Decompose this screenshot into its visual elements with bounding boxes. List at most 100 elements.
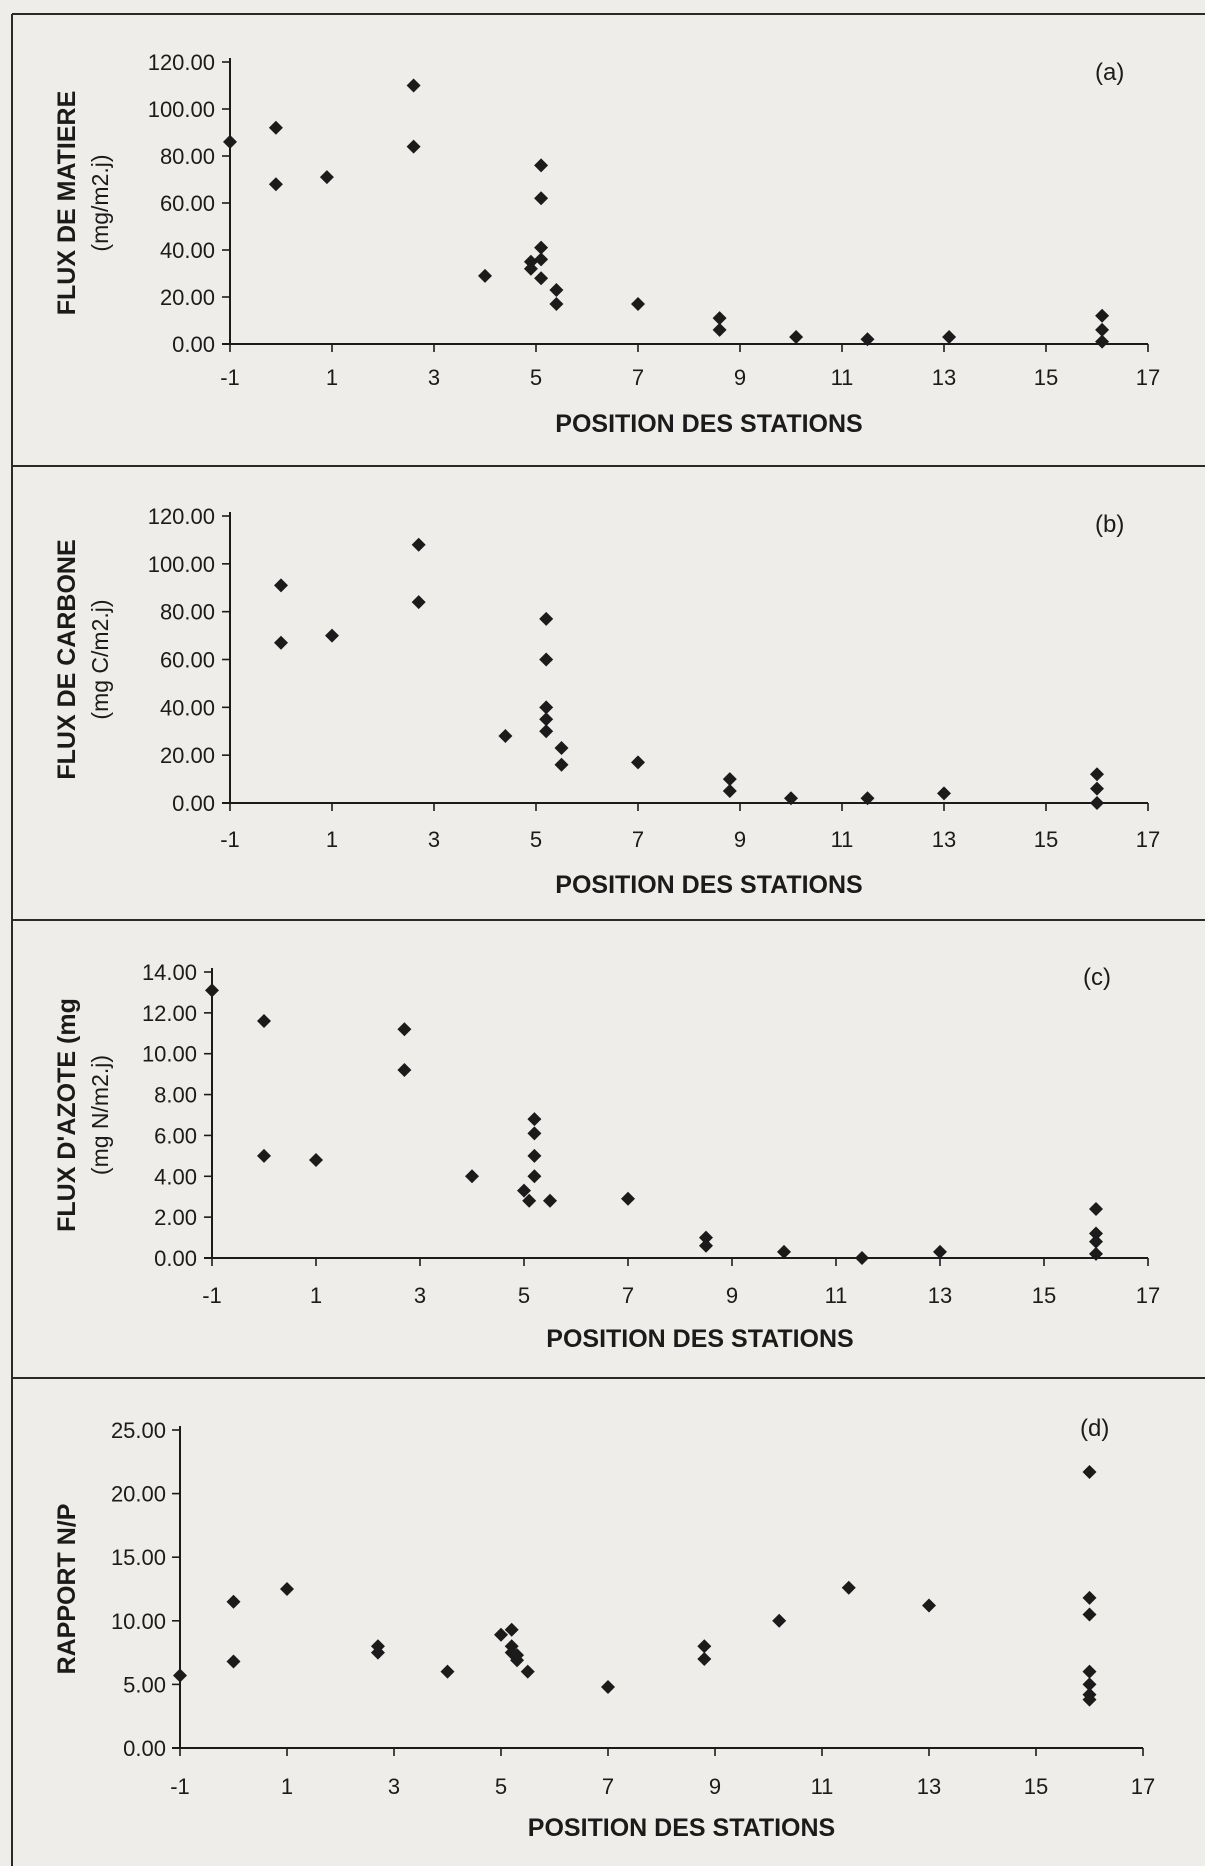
data-point: [504, 1622, 519, 1637]
data-point: [397, 1022, 412, 1037]
x-tick-label: 5: [495, 1774, 507, 1799]
x-tick-label: 11: [831, 365, 854, 390]
data-point: [549, 297, 564, 312]
data-point: [860, 791, 875, 806]
data-point: [523, 261, 538, 276]
y-tick-label: 10.00: [111, 1609, 166, 1634]
data-point: [621, 1191, 635, 1206]
panel-label: (b): [1095, 511, 1124, 538]
x-axis-title: POSITION DES STATIONS: [555, 871, 862, 899]
data-point: [1095, 334, 1110, 349]
data-point: [274, 635, 288, 650]
y-tick-label: 20.00: [160, 285, 215, 310]
data-point: [534, 158, 549, 173]
x-tick-label: -1: [202, 1283, 222, 1308]
data-point: [539, 611, 554, 626]
y-tick-label: 60.00: [160, 191, 215, 216]
data-point: [712, 322, 727, 337]
x-tick-label: 1: [310, 1283, 322, 1308]
data-point: [257, 1014, 271, 1029]
data-point: [527, 1148, 542, 1163]
x-tick-label: 3: [414, 1283, 426, 1308]
x-tick-label: 15: [1032, 1283, 1056, 1308]
y-axis-title: FLUX DE CARBONE: [53, 539, 81, 779]
y-tick-label: 25.00: [111, 1418, 166, 1443]
data-point: [534, 271, 549, 286]
data-point: [1089, 1234, 1103, 1249]
x-tick-label: 11: [831, 827, 854, 852]
data-point: [325, 628, 339, 643]
data-point: [268, 120, 283, 135]
data-point: [712, 311, 727, 326]
data-point: [549, 282, 564, 297]
y-tick-label: 6.00: [154, 1123, 197, 1148]
x-tick-label: 17: [1131, 1774, 1155, 1799]
data-point: [1082, 1464, 1097, 1479]
y-tick-label: 20.00: [160, 743, 215, 768]
data-point: [268, 177, 283, 192]
data-point: [411, 595, 426, 610]
data-point: [697, 1639, 712, 1654]
x-tick-label: 7: [632, 365, 644, 390]
data-point: [173, 1668, 187, 1683]
data-point: [527, 1112, 542, 1127]
data-point: [517, 1183, 531, 1198]
data-point: [406, 139, 421, 154]
data-point: [1082, 1590, 1097, 1605]
x-axis-title: POSITION DES STATIONS: [528, 1814, 835, 1842]
data-point: [554, 757, 569, 772]
panel-label: (d): [1080, 1415, 1109, 1442]
x-tick-label: 5: [530, 827, 542, 852]
y-tick-label: 4.00: [154, 1164, 197, 1189]
data-point: [370, 1645, 385, 1660]
data-point: [223, 134, 237, 149]
y-tick-label: 12.00: [142, 1001, 197, 1026]
y-tick-label: 0.00: [172, 791, 215, 816]
y-axis-subtitle: (mg/m2.j): [87, 154, 113, 251]
panel-label: (c): [1083, 964, 1111, 991]
data-point: [539, 700, 554, 715]
y-tick-label: 5.00: [123, 1672, 166, 1697]
x-axis-title: POSITION DES STATIONS: [546, 1325, 853, 1353]
data-point: [1090, 767, 1104, 782]
data-point: [601, 1679, 615, 1694]
x-tick-label: 13: [917, 1774, 941, 1799]
y-tick-label: 15.00: [111, 1545, 166, 1570]
data-point: [280, 1582, 294, 1596]
data-point: [860, 332, 875, 347]
data-point: [498, 729, 513, 744]
x-tick-label: 13: [932, 365, 956, 390]
x-tick-label: 7: [632, 827, 644, 852]
data-point: [1089, 1226, 1103, 1241]
data-point: [1082, 1692, 1097, 1707]
data-point: [226, 1654, 241, 1669]
x-tick-label: 11: [825, 1283, 848, 1308]
x-tick-label: 15: [1024, 1774, 1048, 1799]
y-tick-label: 0.00: [154, 1246, 197, 1271]
data-point: [789, 329, 804, 344]
x-tick-label: 13: [928, 1283, 952, 1308]
data-point: [697, 1651, 712, 1666]
x-tick-label: -1: [170, 1774, 190, 1799]
data-point: [539, 724, 554, 739]
data-point: [205, 983, 219, 998]
data-point: [1095, 322, 1110, 337]
y-tick-label: 20.00: [111, 1482, 166, 1507]
data-point: [543, 1193, 557, 1208]
data-point: [1089, 1246, 1103, 1261]
y-tick-label: 40.00: [160, 695, 215, 720]
data-point: [722, 784, 737, 799]
x-tick-label: 17: [1136, 1283, 1160, 1308]
data-point: [539, 652, 554, 667]
data-point: [397, 1063, 412, 1078]
data-point: [1082, 1607, 1097, 1622]
x-tick-label: 17: [1136, 827, 1160, 852]
data-point: [522, 1193, 537, 1208]
data-point: [534, 191, 549, 206]
data-point: [631, 755, 645, 770]
